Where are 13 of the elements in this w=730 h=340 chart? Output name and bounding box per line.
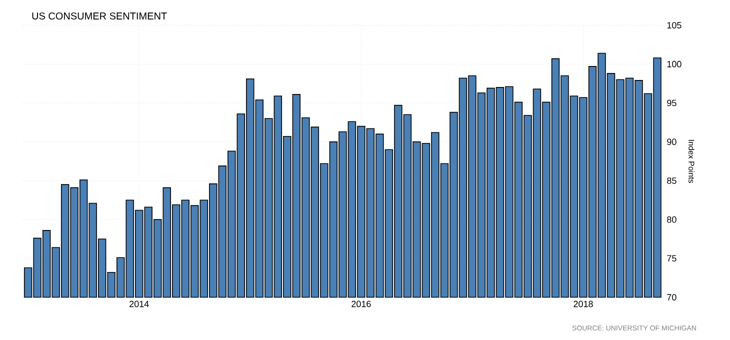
y-tick-label: 100	[667, 60, 682, 68]
y-tick-label: 85	[667, 177, 676, 184]
chart-title: US CONSUMER SENTIMENT	[32, 12, 167, 20]
y-tick-label: 80	[667, 216, 676, 223]
y-tick-label: 95	[667, 100, 676, 106]
y-axis-title: Index Points	[688, 140, 694, 183]
y-tick-label: 75	[667, 255, 676, 262]
x-tick-label: 2018	[574, 300, 593, 308]
x-tick-label: 2014	[130, 300, 149, 308]
y-tick-label: 90	[667, 138, 676, 146]
y-tick-label: 70	[667, 294, 676, 300]
x-tick-label: 2016	[352, 300, 371, 308]
y-tick-label: 105	[667, 22, 682, 28]
